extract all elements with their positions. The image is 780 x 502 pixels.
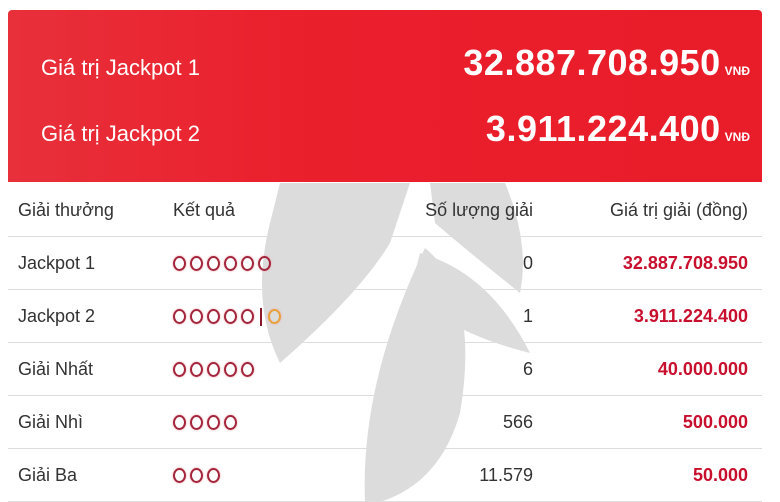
ball-icon	[173, 468, 186, 484]
result-balls	[173, 236, 373, 290]
currency-label: VNĐ	[724, 130, 750, 144]
table-header-row: Giải thưởng Kết quả Số lượng giải Giá tr…	[8, 184, 762, 237]
ball-icon	[207, 309, 220, 325]
header-result: Kết quả	[173, 184, 373, 237]
winner-count: 566	[373, 395, 533, 449]
winner-count: 6	[373, 342, 533, 396]
ball-icon	[190, 362, 203, 378]
prize-value: 32.887.708.950	[533, 236, 762, 290]
winner-count: 0	[373, 236, 533, 290]
prize-value: 40.000.000	[533, 342, 762, 396]
winner-count: 11.579	[373, 448, 533, 502]
ball-icon	[224, 309, 237, 325]
results-table: Giải thưởng Kết quả Số lượng giải Giá tr…	[8, 184, 762, 502]
ball-icon	[173, 309, 186, 325]
result-balls	[173, 395, 373, 449]
jackpot-banner: Giá trị Jackpot 1 32.887.708.950 VNĐ Giá …	[8, 10, 762, 182]
separator	[260, 307, 262, 326]
table-row: Giải Nhì 566 500.000	[8, 395, 762, 449]
ball-icon	[207, 362, 220, 378]
jackpot-1-value: 32.887.708.950	[463, 42, 721, 83]
ball-icon	[207, 468, 220, 484]
ball-icon	[190, 415, 203, 431]
jackpot-2-row: Giá trị Jackpot 2 3.911.224.400 VNĐ	[41, 108, 750, 150]
ball-icon	[224, 256, 237, 272]
ball-icon	[224, 415, 237, 431]
ball-icon	[241, 309, 254, 325]
ball-icon	[207, 415, 220, 431]
ball-icon	[241, 362, 254, 378]
ball-icon	[173, 256, 186, 272]
ball-icon	[241, 256, 254, 272]
ball-icon	[190, 468, 203, 484]
result-balls	[173, 342, 373, 396]
bonus-ball-icon	[268, 309, 281, 325]
winner-count: 1	[373, 289, 533, 343]
header-prize: Giải thưởng	[8, 184, 173, 237]
table-row: Giải Nhất 6 40.000.000	[8, 342, 762, 396]
header-count: Số lượng giải	[373, 184, 533, 237]
prize-name: Giải Nhất	[8, 342, 173, 396]
prize-value: 500.000	[533, 395, 762, 449]
prize-value: 50.000	[533, 448, 762, 502]
jackpot-1-label: Giá trị Jackpot 1	[41, 55, 200, 80]
jackpot-2-label: Giá trị Jackpot 2	[41, 121, 200, 146]
ball-icon	[224, 362, 237, 378]
ball-icon	[173, 362, 186, 378]
prize-name: Jackpot 2	[8, 289, 173, 343]
header-value: Giá trị giải (đồng)	[533, 184, 762, 237]
prize-name: Jackpot 1	[8, 236, 173, 290]
prize-name: Giải Nhì	[8, 395, 173, 449]
result-balls	[173, 289, 373, 343]
table-row: Jackpot 1 0 32.887.708.950	[8, 236, 762, 290]
jackpot-1-row: Giá trị Jackpot 1 32.887.708.950 VNĐ	[41, 42, 750, 84]
ball-icon	[207, 256, 220, 272]
prize-value: 3.911.224.400	[533, 289, 762, 343]
prize-name: Giải Ba	[8, 448, 173, 502]
table-row: Jackpot 2 1 3.911.224.400	[8, 289, 762, 343]
ball-icon	[190, 309, 203, 325]
jackpot-2-value: 3.911.224.400	[485, 108, 721, 149]
currency-label: VNĐ	[724, 64, 750, 78]
ball-icon	[258, 256, 271, 272]
result-balls	[173, 448, 373, 502]
ball-icon	[190, 256, 203, 272]
ball-icon	[173, 415, 186, 431]
table-row: Giải Ba 11.579 50.000	[8, 448, 762, 502]
